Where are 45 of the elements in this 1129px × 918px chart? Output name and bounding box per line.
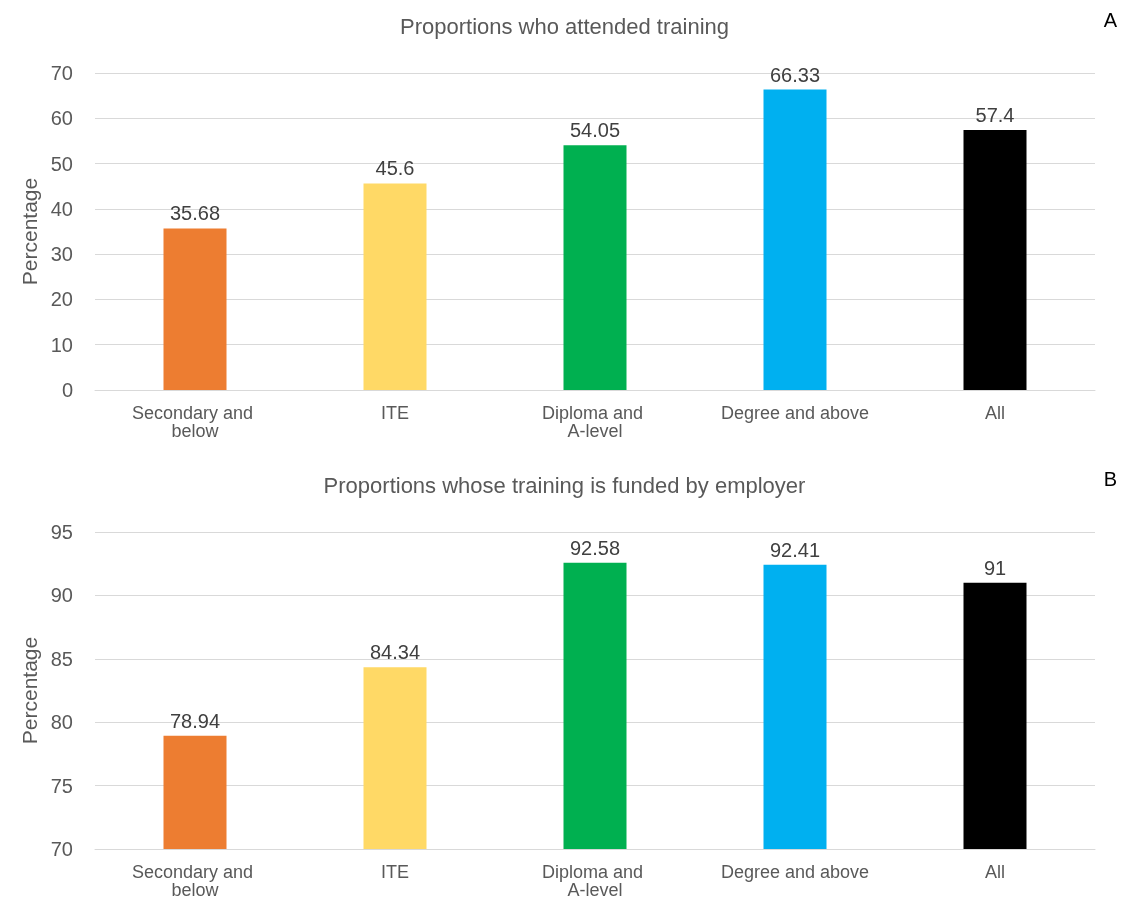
x-tick-label: ITE xyxy=(380,862,410,882)
x-tick-label: Secondary and below xyxy=(131,862,259,900)
x-tick-label: All xyxy=(984,862,1006,882)
x-tick-label: ITE xyxy=(380,403,410,423)
y-axis-title: Percentage xyxy=(17,177,41,286)
text: B xyxy=(1103,468,1117,490)
chart-title: Proportions who attended training xyxy=(400,13,729,39)
y-tick-label: 95 xyxy=(50,521,73,543)
y-tick-label: 75 xyxy=(50,774,73,797)
y-tick-label: 85 xyxy=(50,647,73,670)
x-tick-label: Diploma and A-level xyxy=(541,862,649,900)
y-tick-label: 20 xyxy=(50,288,73,311)
data-label: 66.33 xyxy=(769,63,821,86)
bar xyxy=(363,183,427,390)
data-label: 57.4 xyxy=(975,104,1015,127)
bar xyxy=(963,130,1027,390)
y-tick-label: 70 xyxy=(50,838,73,860)
text: A xyxy=(1103,9,1118,31)
data-label: 54.05 xyxy=(569,119,621,142)
chart-title: Proportions whose training is funded by employer xyxy=(323,472,806,498)
x-tick-label: Diploma and A-level xyxy=(541,403,649,441)
data-label: 84.34 xyxy=(369,641,421,664)
data-label: 35.68 xyxy=(169,202,221,225)
y-tick-label: 70 xyxy=(50,62,73,84)
x-tick-label: Degree and above xyxy=(720,403,870,423)
y-tick-label: 10 xyxy=(50,333,73,356)
y-tick-label: 40 xyxy=(50,197,73,220)
y-tick-label: 90 xyxy=(50,584,73,607)
y-axis-title: Percentage xyxy=(17,636,41,745)
y-tick-label: 0 xyxy=(61,379,73,401)
x-tick-label: All xyxy=(984,403,1006,423)
y-tick-label: 30 xyxy=(50,243,73,266)
y-tick-label: 80 xyxy=(50,711,73,734)
bar xyxy=(163,228,227,390)
y-tick-label: 50 xyxy=(50,152,73,175)
x-tick-label: Degree and above xyxy=(720,862,870,882)
x-tick-label: Secondary and below xyxy=(131,403,259,441)
data-label: 45.6 xyxy=(375,157,415,180)
data-label: 92.58 xyxy=(569,536,621,559)
y-tick-label: 60 xyxy=(50,107,73,130)
bar xyxy=(563,145,627,390)
data-label: 92.41 xyxy=(769,538,821,561)
data-label: 91 xyxy=(983,556,1007,579)
bar xyxy=(763,89,827,390)
data-label: 78.94 xyxy=(169,709,221,732)
